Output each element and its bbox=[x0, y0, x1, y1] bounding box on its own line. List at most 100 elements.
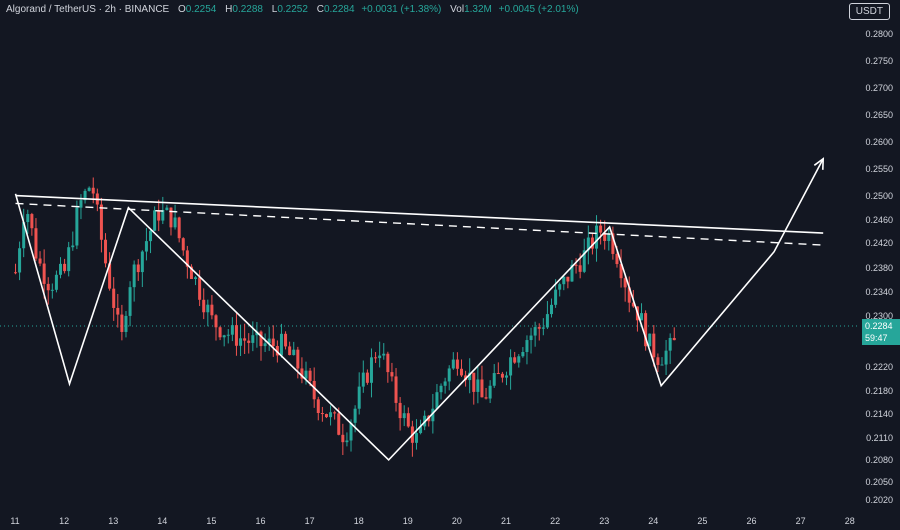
candle-body bbox=[435, 392, 439, 409]
candle bbox=[529, 327, 533, 354]
price-change: +0.0031 (+1.38%) bbox=[361, 4, 442, 15]
candle-body bbox=[509, 357, 513, 376]
candle-body bbox=[590, 237, 594, 249]
candle-body bbox=[320, 413, 324, 415]
candle-body bbox=[116, 307, 120, 315]
candle bbox=[288, 341, 292, 356]
candle bbox=[361, 360, 365, 393]
candle-body bbox=[218, 327, 222, 338]
pattern-drawings[interactable] bbox=[14, 157, 825, 462]
candle-body bbox=[144, 241, 148, 252]
y-tick-label: 0.2650 bbox=[865, 110, 893, 120]
candle bbox=[513, 351, 517, 364]
candle-body bbox=[472, 372, 476, 392]
candle-body bbox=[414, 433, 418, 443]
candle bbox=[128, 281, 132, 327]
candle bbox=[390, 362, 394, 382]
candle bbox=[640, 303, 644, 321]
candle-body bbox=[173, 217, 177, 228]
candle-body bbox=[271, 338, 275, 347]
candle bbox=[521, 347, 525, 358]
y-tick-label: 0.2550 bbox=[865, 164, 893, 174]
price-axis[interactable]: 0.2800 0.2750 0.2700 0.2650 0.2600 0.2550 0.25… bbox=[865, 29, 893, 505]
candle bbox=[239, 324, 243, 357]
neckline-solid[interactable] bbox=[15, 194, 824, 234]
candle bbox=[54, 270, 58, 293]
candle-body bbox=[541, 327, 545, 329]
candle-body bbox=[75, 207, 79, 246]
candle bbox=[443, 377, 447, 394]
candle bbox=[623, 274, 627, 302]
candle-body bbox=[324, 414, 328, 418]
candle bbox=[488, 380, 492, 404]
candle-body bbox=[644, 313, 648, 347]
candle bbox=[59, 257, 63, 279]
candle-body bbox=[492, 373, 496, 386]
candle bbox=[603, 220, 607, 250]
symbol-legend: Algorand / TetherUS · 2h · BINANCE O0.22… bbox=[6, 4, 579, 15]
candle-body bbox=[226, 334, 230, 336]
candle-body bbox=[660, 364, 664, 366]
candle bbox=[333, 410, 337, 420]
currency-button[interactable]: USDT bbox=[848, 3, 890, 20]
candle-body bbox=[570, 264, 574, 282]
candle-body bbox=[120, 314, 124, 332]
candle bbox=[108, 252, 112, 291]
neckline-dashed[interactable] bbox=[15, 202, 824, 246]
candle-body bbox=[259, 331, 263, 347]
candle-body bbox=[664, 350, 668, 365]
close-label: C bbox=[316, 4, 324, 15]
candle bbox=[153, 206, 157, 232]
candle bbox=[271, 325, 275, 357]
candle-body bbox=[202, 299, 206, 313]
candle bbox=[71, 231, 75, 251]
candle-body bbox=[390, 372, 394, 377]
candle bbox=[38, 251, 42, 267]
volume-value: 1.32M bbox=[464, 4, 492, 15]
candle-body bbox=[177, 217, 181, 239]
candle-body bbox=[337, 413, 341, 435]
candle bbox=[50, 283, 54, 299]
candle-body bbox=[480, 379, 484, 398]
candle bbox=[439, 383, 443, 400]
candle bbox=[157, 199, 161, 232]
current-price-value: 0.2284 bbox=[865, 321, 893, 331]
x-tick-label: 19 bbox=[403, 516, 413, 526]
candle bbox=[116, 293, 120, 328]
candle bbox=[341, 423, 345, 455]
x-tick-label: 24 bbox=[648, 516, 658, 526]
candle-body bbox=[206, 304, 210, 313]
candle-body bbox=[239, 338, 243, 346]
candle-body bbox=[394, 376, 398, 403]
time-axis[interactable]: 11 12 13 14 15 16 17 18 19 20 21 22 23 24 25 26 27 28 bbox=[10, 516, 854, 526]
candle-body bbox=[251, 335, 255, 343]
candle-body bbox=[558, 284, 562, 290]
candle-body bbox=[378, 355, 382, 359]
x-tick-label: 14 bbox=[157, 516, 167, 526]
candle-body bbox=[484, 397, 488, 399]
candle bbox=[316, 396, 320, 421]
candle bbox=[124, 311, 128, 338]
candle-body bbox=[607, 233, 611, 241]
candle-body bbox=[316, 399, 320, 414]
candle bbox=[300, 357, 304, 384]
candle bbox=[672, 327, 676, 341]
y-tick-label: 0.2500 bbox=[865, 191, 893, 201]
volume-label: Vol bbox=[450, 4, 465, 15]
zigzag-pattern-line[interactable] bbox=[14, 158, 824, 462]
x-tick-label: 12 bbox=[59, 516, 69, 526]
candle bbox=[525, 335, 529, 365]
candle bbox=[648, 333, 652, 347]
candle-body bbox=[439, 385, 443, 393]
candle bbox=[550, 298, 554, 318]
symbol-title[interactable]: Algorand / TetherUS · 2h · BINANCE bbox=[6, 4, 170, 15]
y-tick-label: 0.2380 bbox=[865, 263, 893, 273]
y-tick-label: 0.2800 bbox=[865, 29, 893, 39]
x-tick-label: 27 bbox=[796, 516, 806, 526]
candle-body bbox=[455, 359, 459, 369]
candle-body bbox=[488, 385, 492, 399]
candle-body bbox=[545, 314, 549, 328]
candle-body bbox=[505, 375, 508, 378]
